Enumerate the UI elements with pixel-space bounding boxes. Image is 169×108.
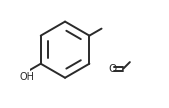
Text: OH: OH [19,72,34,82]
Text: O: O [108,64,116,74]
